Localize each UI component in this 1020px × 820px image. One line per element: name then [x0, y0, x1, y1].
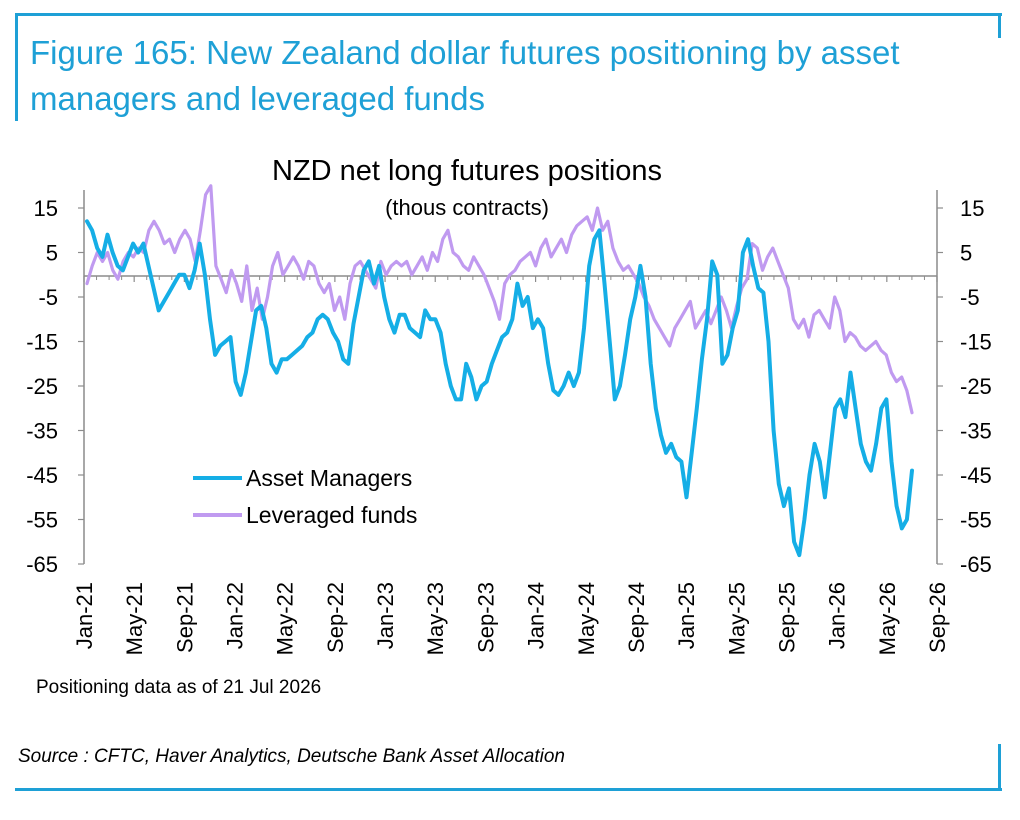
x-tick-label: May-25	[724, 582, 749, 655]
bottom-rule	[15, 788, 1002, 791]
x-tick-label: Sep-23	[473, 582, 498, 653]
legend: Asset Managers Leveraged funds	[193, 465, 417, 528]
y-tick-label-left: -15	[26, 330, 58, 355]
legend-label-asset-managers: Asset Managers	[246, 465, 412, 491]
leveraged-funds-line	[85, 184, 914, 415]
x-tick-label: Sep-21	[172, 582, 197, 653]
x-tick-label: Jan-24	[524, 582, 549, 649]
x-tick-label: Jan-26	[825, 582, 850, 649]
source-note: Source : CFTC, Haver Analytics, Deutsche…	[18, 746, 565, 767]
x-tick-label: May-21	[122, 582, 147, 655]
x-tick-label: Jan-23	[373, 582, 398, 649]
y-tick-label-left: -5	[38, 285, 58, 310]
x-tick-label: May-23	[423, 582, 448, 655]
y-tick-label-right: -45	[960, 463, 992, 488]
title-left-rule	[15, 13, 18, 121]
y-tick-label-left: 5	[46, 241, 58, 266]
y-tick-label-right: 5	[960, 241, 972, 266]
y-tick-label-right: 15	[960, 196, 984, 221]
series-lines	[85, 184, 914, 558]
axes: 15 15 5 5 -5 -5 -15 -15 -25 -25 -35 -35 -45 -45 -55 -55…	[26, 190, 992, 655]
x-tick-label: May-24	[574, 582, 599, 655]
y-tick-label-left: -35	[26, 419, 58, 444]
y-tick-label-right: -35	[960, 419, 992, 444]
y-tick-label-right: -25	[960, 374, 992, 399]
x-tick-label: Sep-26	[925, 582, 950, 653]
x-tick-label: Sep-24	[624, 582, 649, 653]
positioning-note: Positioning data as of 21 Jul 2026	[36, 677, 321, 698]
x-tick-label: Sep-25	[774, 582, 799, 653]
figure-title: Figure 165: New Zealand dollar futures p…	[30, 34, 900, 117]
y-tick-label-right: -15	[960, 330, 992, 355]
y-tick-label-right: -55	[960, 508, 992, 533]
top-right-rule	[998, 13, 1001, 38]
y-tick-label-left: -45	[26, 463, 58, 488]
x-tick-label: Sep-22	[323, 582, 348, 653]
x-tick-label: Jan-21	[72, 582, 97, 649]
x-tick-label: May-26	[875, 582, 900, 655]
x-tick-label: May-22	[273, 582, 298, 655]
y-tick-label-right: -5	[960, 285, 980, 310]
legend-label-leveraged-funds: Leveraged funds	[246, 502, 417, 528]
chart-subtitle: (thous contracts)	[385, 195, 549, 220]
y-tick-label-left: -55	[26, 508, 58, 533]
x-tick-label: Jan-22	[223, 582, 248, 649]
chart-title: NZD net long futures positions	[272, 155, 662, 187]
top-rule	[15, 13, 1002, 16]
y-tick-label-right: -65	[960, 552, 992, 577]
bottom-right-rule	[998, 744, 1001, 789]
x-tick-label: Jan-25	[674, 582, 699, 649]
y-tick-label-left: -25	[26, 374, 58, 399]
y-tick-label-left: -65	[26, 552, 58, 577]
asset-managers-line	[85, 219, 914, 558]
y-tick-label-left: 15	[34, 196, 58, 221]
